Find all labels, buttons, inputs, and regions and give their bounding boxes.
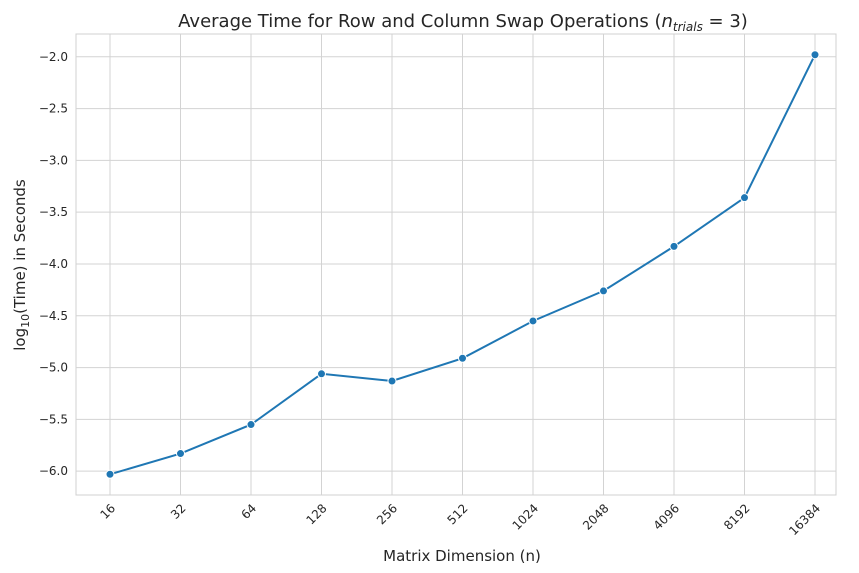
- y-gridlines: [76, 56, 836, 472]
- data-point: [176, 449, 185, 459]
- x-tick-label: 128: [304, 501, 330, 527]
- data-markers: [105, 50, 820, 479]
- data-point: [528, 316, 538, 326]
- y-tick-label: −3.5: [39, 205, 68, 219]
- x-gridlines: [109, 34, 816, 495]
- data-point: [669, 241, 679, 251]
- data-point: [387, 376, 397, 386]
- y-axis-label-prefix: log: [11, 328, 29, 351]
- x-tick-label: 256: [374, 501, 400, 527]
- x-tick-label: 512: [445, 501, 471, 527]
- data-point: [810, 50, 820, 60]
- y-axis-label-suffix: (Time) in Seconds: [11, 179, 29, 314]
- x-tick-label: 1024: [510, 501, 541, 532]
- y-tick-label: −5.5: [39, 412, 68, 426]
- data-point: [458, 353, 467, 363]
- x-tick-labels: 16 32 64 128 256 512 1024 2048 4096 8192 16384: [97, 501, 823, 538]
- x-tick-label: 16384: [786, 501, 823, 538]
- y-tick-label: −2.5: [39, 102, 68, 116]
- chart-title-text: Average Time for Row and Column Swap Ope…: [178, 11, 661, 32]
- x-tick-label: 2048: [580, 501, 611, 532]
- y-tick-label: −4.0: [39, 257, 68, 271]
- y-tick-labels: −6.0 −5.5 −5.0 −4.5 −4.0 −3.5 −3.0 −2.5 −2.0: [39, 50, 68, 478]
- x-tick-label: 16: [97, 501, 118, 522]
- y-axis-label: log10(Time) in Seconds: [11, 179, 32, 351]
- data-point: [740, 193, 749, 203]
- plot-area: [75, 33, 837, 496]
- y-tick-label: −6.0: [39, 464, 68, 478]
- x-tick-label: 64: [238, 501, 259, 522]
- y-tick-label: −3.0: [39, 153, 68, 167]
- y-axis-label-sub: 10: [19, 314, 32, 328]
- chart-title-math-n: n: [661, 11, 672, 32]
- y-tick-label: −4.5: [39, 309, 68, 323]
- x-axis-label: Matrix Dimension (n): [383, 547, 541, 565]
- data-point: [599, 286, 608, 296]
- chart-title: Average Time for Row and Column Swap Ope…: [178, 11, 748, 34]
- data-point: [317, 369, 326, 379]
- chart-title-math-eq: = 3): [703, 11, 748, 32]
- y-tick-label: −2.0: [39, 50, 68, 64]
- x-tick-label: 4096: [651, 501, 682, 532]
- y-tick-label: −5.0: [39, 361, 68, 375]
- x-tick-label: 8192: [721, 501, 752, 532]
- x-tick-label: 32: [168, 501, 189, 522]
- data-point: [246, 420, 256, 430]
- chart-title-math-sub: trials: [673, 20, 703, 34]
- data-point: [105, 469, 115, 479]
